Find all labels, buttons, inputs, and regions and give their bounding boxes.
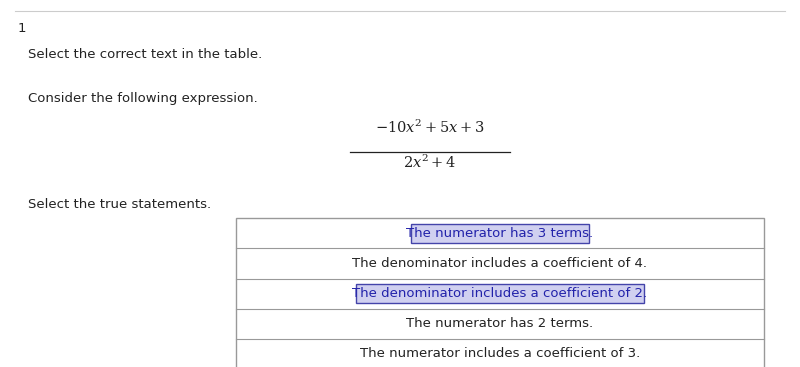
- Text: Select the true statements.: Select the true statements.: [28, 198, 211, 211]
- Text: The numerator includes a coefficient of 3.: The numerator includes a coefficient of …: [360, 347, 640, 360]
- Text: Consider the following expression.: Consider the following expression.: [28, 92, 258, 105]
- Text: The numerator has 2 terms.: The numerator has 2 terms.: [406, 317, 594, 330]
- Text: The numerator has 3 terms.: The numerator has 3 terms.: [406, 227, 594, 240]
- Text: $-10x^2 + 5x + 3$: $-10x^2 + 5x + 3$: [375, 119, 485, 136]
- Text: $2x^2 + 4$: $2x^2 + 4$: [403, 154, 457, 171]
- Text: The denominator includes a coefficient of 4.: The denominator includes a coefficient o…: [353, 257, 647, 270]
- Text: 1: 1: [18, 22, 26, 35]
- Bar: [411, 224, 589, 243]
- Bar: [236, 218, 764, 367]
- Text: Select the correct text in the table.: Select the correct text in the table.: [28, 48, 262, 61]
- Bar: [356, 284, 645, 303]
- Text: The denominator includes a coefficient of 2.: The denominator includes a coefficient o…: [353, 287, 647, 300]
